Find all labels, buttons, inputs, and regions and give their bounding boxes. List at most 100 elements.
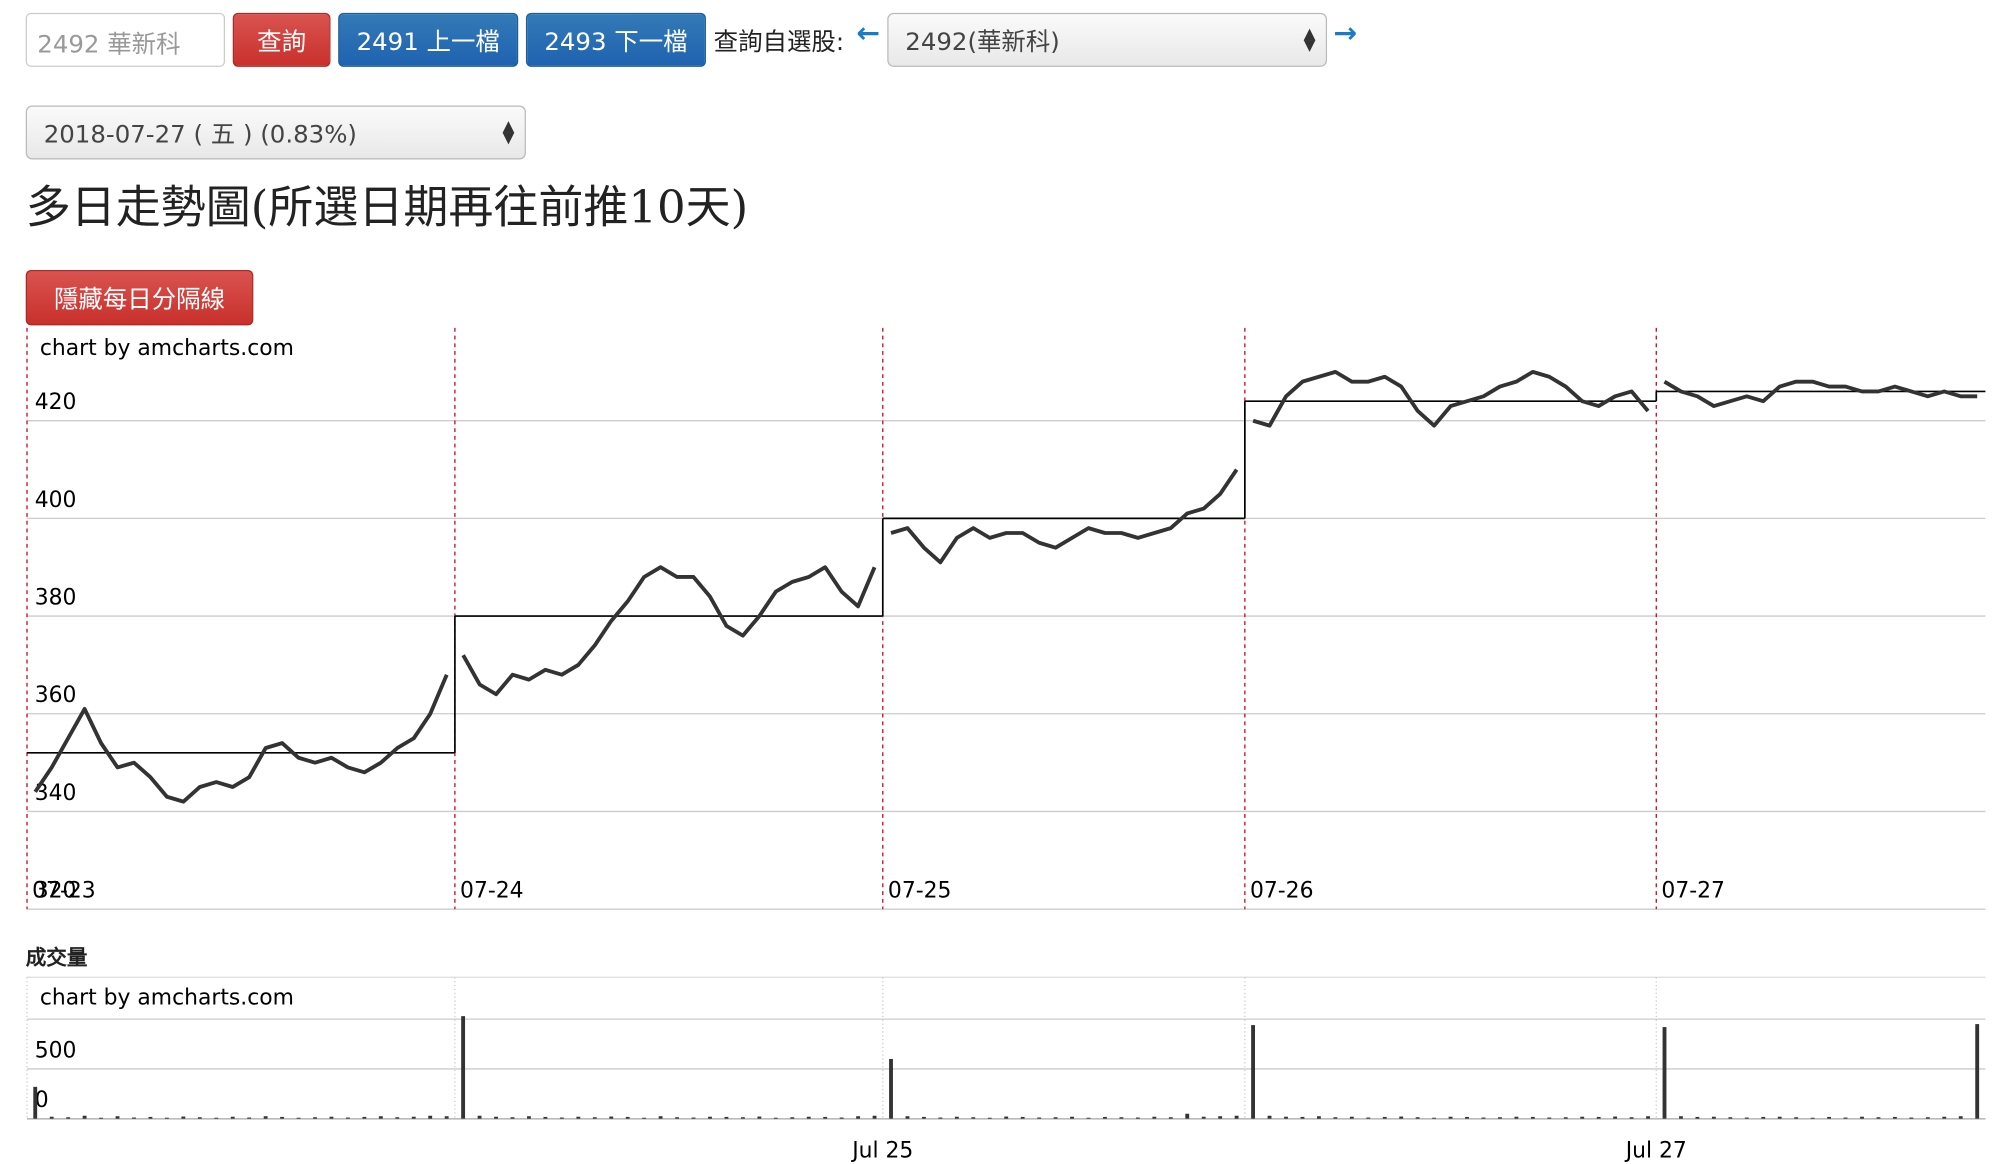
watchlist-select[interactable]: 2492(華新科) ▲ ▼ (887, 12, 1328, 67)
next-button[interactable]: 2493 下一檔 (525, 12, 706, 67)
prev-arrow[interactable]: ← (856, 18, 881, 51)
date-select[interactable]: 2018-07-27 ( 五 ) (0.83%) ▲ ▼ (25, 105, 526, 160)
volume-bar (1399, 1116, 1404, 1119)
volume-bar (1843, 1117, 1848, 1119)
toggle-separators-button[interactable]: 隱藏每日分隔線 (25, 270, 254, 326)
volume-bar (1547, 1117, 1552, 1119)
volume-bar (115, 1116, 120, 1119)
search-button[interactable]: 查詢 (232, 12, 331, 67)
volume-bar (1201, 1116, 1206, 1119)
volume-bar (527, 1116, 531, 1119)
volume-bar (428, 1115, 433, 1119)
volume-bar (922, 1116, 926, 1119)
volume-bar (1662, 1027, 1667, 1119)
volume-bar (461, 1016, 466, 1119)
volume-bar (1168, 1117, 1173, 1119)
volume-bar (1679, 1116, 1683, 1119)
volume-bar (49, 1116, 54, 1119)
volume-bar (708, 1116, 712, 1119)
volume-bar (1975, 1024, 1980, 1119)
volume-bar (658, 1116, 663, 1119)
volume-bar (1695, 1116, 1700, 1119)
volume-bar (625, 1116, 630, 1119)
volume-bar (609, 1116, 614, 1119)
volume-bar (543, 1116, 548, 1119)
y-tick-label: 340 (35, 781, 77, 806)
volume-bar (99, 1117, 103, 1119)
volume-bar (132, 1117, 136, 1119)
volume-bar (889, 1058, 893, 1119)
volume-bar (247, 1117, 252, 1119)
chart-credit: chart by amcharts.com (40, 985, 294, 1010)
volume-bar (1103, 1116, 1107, 1119)
credit-background (36, 979, 300, 1014)
volume-bar (33, 1086, 38, 1119)
volume-bar (1333, 1117, 1338, 1119)
heading: 多日走勢圖(所選日期再往前推10天) (25, 182, 749, 235)
x-tick-label: Jul 25 (850, 1138, 913, 1163)
volume-bar (329, 1116, 334, 1119)
volume-bar (345, 1117, 350, 1119)
x-tick-label: 07-23 (32, 879, 96, 904)
y-tick-label: 380 (35, 586, 77, 611)
price-line (1252, 369, 1650, 428)
volume-bar (1860, 1116, 1864, 1119)
y-tick-label: 1,000 (35, 989, 98, 1014)
volume-bar (1004, 1116, 1009, 1119)
volume-bar (1794, 1117, 1799, 1119)
search-input[interactable]: 2492 華新科 (25, 12, 226, 67)
volume-bar (1613, 1116, 1618, 1119)
volume-bar (1827, 1116, 1832, 1119)
volume-bar (559, 1117, 564, 1119)
volume-bar (263, 1116, 268, 1119)
volume-bar (987, 1117, 992, 1119)
chart-credit: chart by amcharts.com (40, 336, 294, 361)
volume-bar (1629, 1117, 1634, 1119)
volume-bar (1646, 1116, 1650, 1119)
volume-bar (1580, 1116, 1585, 1119)
volume-bar (1070, 1116, 1074, 1119)
volume-bar (378, 1116, 383, 1119)
volume-bar (740, 1117, 745, 1119)
volume-bar (576, 1116, 581, 1119)
prev-button[interactable]: 2491 上一檔 (338, 12, 519, 67)
volume-bar (230, 1116, 235, 1119)
volume-bar (1267, 1115, 1272, 1119)
volume-bar (181, 1116, 186, 1119)
volume-bar (1777, 1116, 1782, 1119)
volume-bar (1596, 1116, 1601, 1119)
volume-bar (395, 1117, 400, 1119)
select-text: 2492(華新科) (905, 27, 1060, 56)
volume-bar (905, 1116, 910, 1119)
volume-bar (1037, 1117, 1042, 1119)
x-tick-label: 07-26 (1250, 879, 1314, 904)
y-tick-label: 500 (35, 1038, 77, 1063)
volume-bar (1761, 1116, 1766, 1119)
y-tick-label: 400 (35, 488, 77, 513)
volume-bar (82, 1115, 87, 1119)
y-tick-label: 360 (35, 683, 77, 708)
volume-bar (806, 1116, 811, 1119)
volume-bar (1530, 1116, 1535, 1119)
volume-bar (724, 1116, 729, 1119)
volume-bar (1744, 1117, 1749, 1119)
volume-bar (1481, 1117, 1486, 1119)
volume-bar (839, 1117, 844, 1119)
select-text: 2018-07-27 ( 五 ) (0.83%) (43, 120, 357, 149)
volume-bar (1152, 1116, 1157, 1119)
y-tick-label: 420 (35, 390, 77, 415)
volume-bar (675, 1117, 679, 1119)
x-tick-label: 07-25 (888, 879, 952, 904)
price-line (461, 565, 877, 697)
volume-title: 成交量 (25, 945, 88, 970)
volume-bar (1185, 1113, 1190, 1119)
volume-bar (280, 1116, 285, 1119)
volume-bar (790, 1117, 795, 1119)
volume-bar (757, 1116, 762, 1119)
volume-bar (1942, 1116, 1947, 1119)
volume-bar (1711, 1116, 1716, 1119)
next-arrow[interactable]: → (1333, 18, 1358, 51)
volume-bar (313, 1117, 317, 1119)
